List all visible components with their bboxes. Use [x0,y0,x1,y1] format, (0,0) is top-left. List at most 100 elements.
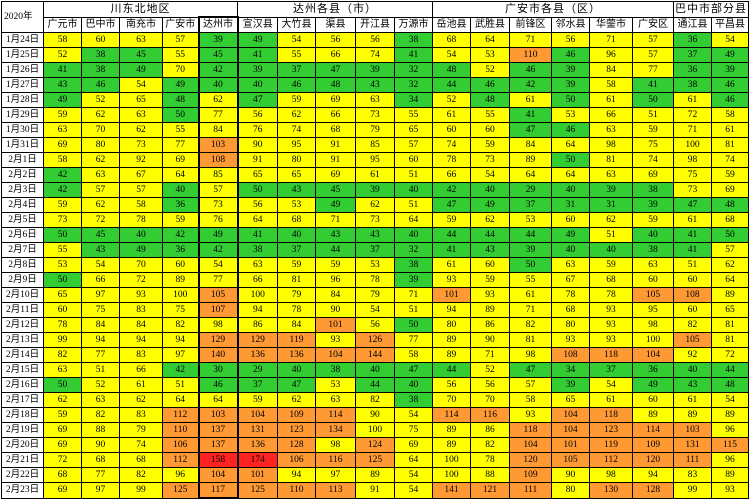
aqi-value-cell: 61 [589,392,633,408]
aqi-value-cell: 38 [237,242,278,258]
aqi-value-cell: 39 [237,62,278,78]
aqi-value-cell: 71 [315,212,356,228]
date-cell: 2月3日 [1,182,44,198]
aqi-value-cell: 81 [711,317,749,333]
aqi-value-cell: 32 [394,242,433,258]
aqi-value-cell: 90 [470,332,510,348]
aqi-value-cell: 59 [589,257,633,273]
aqi-value-cell: 94 [277,467,316,483]
aqi-value-cell: 93 [711,482,749,499]
aqi-value-cell: 98 [589,137,633,153]
aqi-value-cell: 50 [632,92,674,108]
aqi-value-cell: 54 [197,257,239,273]
aqi-value-cell: 63 [43,362,82,378]
table-row: 1月28日 49 52 65 48 62 47 59 69 63 34 52 48 61 50 61 50 61 4… [1,92,749,108]
aqi-value-cell: 44 [315,242,356,258]
aqi-value-cell: 64 [470,32,510,48]
aqi-value-cell: 48 [711,377,749,393]
aqi-value-cell: 98 [632,317,674,333]
aqi-value-cell: 93 [589,317,633,333]
column-header: 开江县 [355,16,395,33]
aqi-value-cell: 93 [119,287,163,303]
aqi-value-cell: 104 [315,347,356,363]
aqi-value-cell: 63 [315,392,356,408]
table-row: 1月30日 63 70 62 55 84 76 74 68 79 65 60 60 47 46 63 59 71 6… [1,122,749,138]
aqi-value-cell: 97 [81,287,120,303]
table-row: 2月18日 59 82 83 112 103 104 109 114 90 54 114 116 93 10… [1,407,749,423]
aqi-value-cell: 89 [711,407,749,423]
date-cell: 2月7日 [1,242,44,258]
aqi-value-cell: 62 [355,197,395,213]
aqi-value-cell: 40 [394,227,433,243]
aqi-value-cell: 104 [551,422,590,438]
aqi-value-cell: 46 [470,77,510,93]
aqi-value-cell: 57 [509,377,552,393]
aqi-value-cell: 39 [551,377,590,393]
aqi-value-cell: 55 [43,242,82,258]
aqi-value-cell: 90 [237,137,278,153]
aqi-value-cell: 77 [81,347,120,363]
aqi-value-cell: 93 [509,407,552,423]
aqi-value-cell: 68 [432,32,471,48]
aqi-value-cell: 55 [394,107,433,123]
aqi-value-cell: 100 [673,137,712,153]
aqi-value-cell: 69 [43,437,82,453]
aqi-value-cell: 44 [355,377,395,393]
aqi-value-cell: 44 [432,227,471,243]
aqi-value-cell: 49 [551,227,590,243]
aqi-value-cell: 40 [551,182,590,198]
aqi-value-cell: 47 [432,197,471,213]
aqi-value-cell: 79 [355,287,395,303]
aqi-value-cell: 112 [162,407,199,423]
date-cell: 2月11日 [1,302,44,318]
aqi-value-cell: 39 [355,182,395,198]
table-row: 2月6日 50 45 40 42 49 41 40 43 43 40 44 44 44 49 51 40 41 50 [1,227,749,243]
aqi-value-cell: 84 [509,137,552,153]
region-group-header: 巴中市部分县 [673,1,749,18]
aqi-value-cell: 106 [277,452,316,468]
aqi-value-cell: 80 [551,482,590,499]
aqi-value-cell: 49 [711,47,749,63]
aqi-value-cell: 57 [632,47,674,63]
aqi-value-cell: 53 [551,107,590,123]
aqi-value-cell: 88 [470,467,510,483]
aqi-value-cell: 79 [277,287,316,303]
aqi-value-cell: 59 [432,212,471,228]
aqi-value-cell: 81 [509,332,552,348]
column-header: 前锋区 [509,16,552,33]
aqi-value-cell: 53 [277,197,316,213]
aqi-value-cell: 71 [509,32,552,48]
aqi-value-cell: 55 [509,272,552,288]
aqi-value-cell: 65 [277,167,316,183]
aqi-value-cell: 113 [315,482,356,499]
aqi-value-cell: 96 [711,422,749,438]
aqi-value-cell: 115 [711,437,749,453]
table-row: 1月27日 43 46 54 49 40 40 46 48 43 32 44 46 42 39 58 41 38 4… [1,77,749,93]
aqi-value-cell: 118 [509,422,552,438]
aqi-value-cell: 89 [432,332,471,348]
aqi-value-cell: 41 [237,227,278,243]
aqi-value-cell: 129 [197,332,239,348]
aqi-value-cell: 42 [43,182,82,198]
aqi-value-cell: 111 [673,452,712,468]
table-row: 1月31日 69 80 73 77 103 90 95 91 85 57 74 59 84 64 98 75 10… [1,137,749,153]
aqi-value-cell: 50 [711,227,749,243]
aqi-value-cell: 96 [162,467,199,483]
aqi-value-cell: 82 [81,407,120,423]
aqi-value-cell: 36 [162,242,199,258]
aqi-value-cell: 64 [711,272,749,288]
aqi-value-cell: 41 [673,242,712,258]
aqi-value-cell: 76 [197,212,239,228]
aqi-value-cell: 50 [43,272,82,288]
aqi-value-cell: 64 [394,212,433,228]
aqi-value-cell: 82 [470,437,510,453]
table-row: 2月17日 62 63 62 64 64 59 62 63 82 38 70 70 58 65 61 60 61 5… [1,392,749,408]
aqi-value-cell: 136 [277,347,316,363]
aqi-value-cell: 68 [711,212,749,228]
aqi-value-cell: 42 [162,362,199,378]
aqi-value-cell: 63 [589,122,633,138]
column-header: 万源市 [394,16,433,33]
aqi-value-cell: 100 [355,422,395,438]
aqi-value-cell: 59 [277,92,316,108]
aqi-value-cell: 61 [673,392,712,408]
